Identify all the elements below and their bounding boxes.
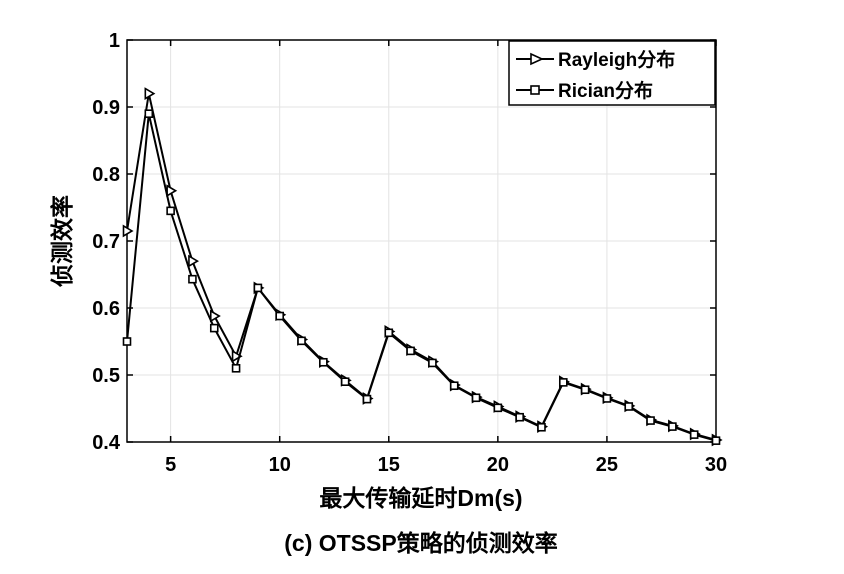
data-point-rician [515, 412, 524, 422]
data-point-rician [253, 283, 263, 293]
data-point-rician [537, 422, 546, 432]
data-point-rayleigh [144, 87, 156, 100]
data-point-rician [646, 416, 655, 425]
data-point-rician [188, 274, 197, 284]
data-point-rayleigh [231, 349, 243, 363]
legend-label-rician: Rician分布 [558, 79, 653, 102]
data-point-rician [428, 358, 437, 368]
data-point-rician [362, 394, 372, 404]
data-point-rician [689, 430, 699, 439]
x-tick-label: 10 [269, 454, 291, 476]
y-tick-label: 0.9 [92, 97, 120, 119]
x-tick-label: 5 [165, 454, 176, 476]
data-point-rician [297, 336, 306, 346]
data-point-rician [580, 385, 590, 395]
y-tick-label: 0.5 [92, 365, 120, 387]
data-point-rician [122, 337, 132, 346]
y-axis-title: 侦测效率 [49, 195, 75, 287]
legend-box [508, 40, 716, 106]
axis-ticks: 5 10 15 20 25 30 0.4 0.5 0.6 0.7 0.8 0.9 1 [92, 30, 727, 476]
y-tick-label: 1 [109, 30, 120, 52]
x-tick-label: 25 [596, 454, 618, 476]
data-point-rician [275, 311, 285, 321]
x-tick-label: 20 [487, 454, 509, 476]
data-point-rayleigh [188, 254, 200, 268]
data-point-rician [471, 393, 481, 403]
data-point-rician [602, 394, 612, 403]
data-point-rician [668, 422, 677, 431]
data-point-rician [558, 378, 568, 387]
y-tick-label: 0.7 [92, 231, 120, 253]
y-tick-label: 0.6 [92, 298, 120, 320]
legend: Rayleigh分布 Rician分布 [508, 40, 716, 106]
data-point-rician [711, 436, 721, 445]
data-point-rician [449, 381, 459, 391]
y-tick-label: 0.4 [92, 432, 121, 454]
data-series [122, 87, 723, 447]
x-axis-title: 最大传输延时Dm(s) [319, 485, 522, 511]
data-point-rician [624, 402, 634, 411]
series-line-0 [126, 92, 717, 441]
data-point-rayleigh [122, 224, 134, 238]
data-point-rician [406, 346, 415, 356]
data-point-rician [384, 328, 394, 338]
data-point-rician [319, 357, 328, 367]
legend-label-rayleigh: Rayleigh分布 [558, 48, 675, 71]
data-point-rician [144, 109, 154, 118]
data-point-rayleigh [209, 309, 221, 323]
x-tick-label: 30 [705, 454, 727, 476]
legend-marker-rayleigh [530, 52, 544, 66]
y-tick-label: 0.8 [92, 164, 120, 186]
data-point-rician [231, 363, 241, 373]
series-line-1 [126, 112, 717, 442]
chart-caption: (c) OTSSP策略的侦测效率 [284, 530, 557, 556]
x-tick-label: 15 [378, 454, 400, 476]
data-point-rician [340, 377, 350, 387]
data-point-rician [209, 323, 219, 333]
data-point-rician [493, 403, 503, 413]
data-point-rayleigh [166, 184, 178, 198]
data-point-rician [166, 206, 175, 216]
legend-marker-rician [530, 85, 540, 95]
